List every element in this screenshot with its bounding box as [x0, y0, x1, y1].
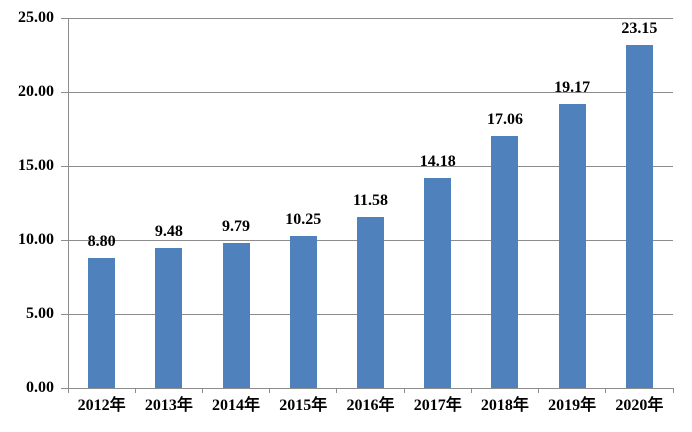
x-axis-category-label: 2019年 — [548, 397, 597, 414]
bar-value-label: 8.80 — [87, 232, 116, 250]
y-axis-tick — [61, 17, 68, 19]
y-axis-tick-label: 0.00 — [26, 379, 54, 396]
bar — [424, 178, 452, 388]
bar — [625, 45, 653, 388]
y-axis-tick — [61, 387, 68, 389]
bar — [222, 243, 250, 388]
y-axis-tick-label: 25.00 — [18, 9, 54, 26]
bar-value-label: 9.79 — [222, 218, 251, 236]
y-axis-tick-label: 10.00 — [18, 231, 54, 248]
x-axis-category-label: 2014年 — [212, 397, 261, 414]
x-axis-tick — [134, 388, 136, 393]
y-axis-line — [68, 18, 69, 388]
gridline — [68, 17, 673, 19]
x-axis-category-label: 2020年 — [615, 397, 664, 414]
y-axis-tick — [61, 313, 68, 315]
y-axis-tick — [61, 239, 68, 241]
y-axis-tick — [61, 165, 68, 167]
x-axis-category-label: 2013年 — [144, 397, 193, 414]
bar-value-label: 9.48 — [154, 222, 183, 240]
bar — [558, 104, 586, 388]
bar-value-label: 17.06 — [486, 110, 523, 128]
x-axis-tick — [269, 388, 271, 393]
gridline — [68, 165, 673, 167]
x-axis-tick — [336, 388, 338, 393]
x-axis-tick — [470, 388, 472, 393]
bar — [357, 216, 384, 388]
x-axis-category-label: 2012年 — [77, 397, 126, 414]
x-axis-tick — [403, 388, 405, 393]
bar-value-label: 10.25 — [285, 211, 322, 229]
bar-value-label: 14.18 — [419, 153, 456, 171]
x-axis-tick — [67, 388, 69, 393]
bar-value-label: 19.17 — [554, 79, 591, 97]
bar — [491, 135, 519, 388]
x-axis-tick — [201, 388, 203, 393]
x-axis-category-label: 2016年 — [346, 397, 395, 414]
bar — [88, 257, 116, 388]
y-axis-tick — [61, 91, 68, 93]
y-axis-tick-label: 15.00 — [18, 157, 54, 174]
y-axis-tick-label: 20.00 — [18, 83, 54, 100]
x-axis-line — [68, 387, 673, 389]
y-axis-tick-label: 5.00 — [26, 305, 54, 322]
x-axis-category-label: 2017年 — [413, 397, 462, 414]
x-axis-tick — [672, 388, 674, 393]
bar — [155, 247, 183, 388]
gridline — [68, 91, 673, 93]
x-axis-category-label: 2015年 — [279, 397, 328, 414]
x-axis-tick — [605, 388, 607, 393]
x-axis-category-label: 2018年 — [480, 397, 529, 414]
x-axis-tick — [538, 388, 540, 393]
bar-value-label: 11.58 — [352, 191, 389, 209]
bar — [289, 236, 317, 388]
bar-value-label: 23.15 — [621, 20, 658, 38]
